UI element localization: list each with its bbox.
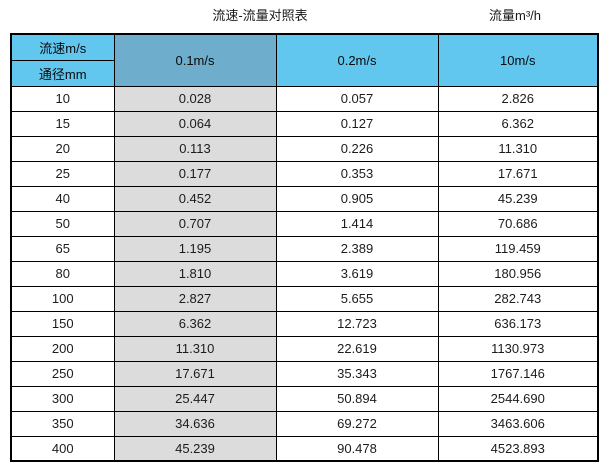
flow-value-cell: 0.353 (275, 160, 439, 187)
flow-value-cell: 180.956 (437, 260, 599, 287)
diameter-cell: 200 (10, 335, 115, 362)
flow-value-cell: 0.177 (113, 160, 277, 187)
flow-value-cell: 1.810 (113, 260, 277, 287)
diameter-cell: 65 (10, 235, 115, 262)
flow-value-cell: 0.064 (113, 110, 277, 137)
flow-value-cell: 2.826 (437, 85, 599, 112)
diameter-cell: 100 (10, 285, 115, 312)
table-title: 流速-流量对照表 (212, 8, 308, 23)
flow-value-cell: 1130.973 (437, 335, 599, 362)
flow-value-cell: 35.343 (275, 360, 439, 387)
flow-value-cell: 17.671 (113, 360, 277, 387)
flow-value-cell: 119.459 (437, 235, 599, 262)
flow-comparison-table: 流速m/s 0.1m/s 0.2m/s 10m/s 通径mm 10 0.028 0.… (10, 33, 599, 462)
diameter-cell: 50 (10, 210, 115, 237)
table-row: 50 0.707 1.414 70.686 (10, 210, 599, 237)
diameter-cell: 40 (10, 185, 115, 212)
diameter-cell: 15 (10, 110, 115, 137)
flow-value-cell: 0.113 (113, 135, 277, 162)
table-header: 流速m/s 0.1m/s 0.2m/s 10m/s 通径mm (10, 33, 599, 87)
flow-table-body: 10 0.028 0.057 2.826 15 0.064 0.127 6.362 20 0.11… (10, 85, 599, 462)
table-row: 300 25.447 50.894 2544.690 (10, 385, 599, 412)
flow-value-cell: 1.195 (113, 235, 277, 262)
flow-value-cell: 45.239 (113, 435, 277, 462)
diameter-cell: 350 (10, 410, 115, 437)
table-row: 20 0.113 0.226 11.310 (10, 135, 599, 162)
flow-value-cell: 0.226 (275, 135, 439, 162)
diameter-cell: 20 (10, 135, 115, 162)
flow-value-cell: 70.686 (437, 210, 599, 237)
col-header-0-1ms: 0.1m/s (113, 33, 277, 87)
flow-value-cell: 6.362 (437, 110, 599, 137)
table-row: 150 6.362 12.723 636.173 (10, 310, 599, 337)
table-row: 350 34.636 69.272 3463.606 (10, 410, 599, 437)
table-row: 65 1.195 2.389 119.459 (10, 235, 599, 262)
flow-value-cell: 0.452 (113, 185, 277, 212)
flow-value-cell: 69.272 (275, 410, 439, 437)
table-row: 100 2.827 5.655 282.743 (10, 285, 599, 312)
flow-value-cell: 1767.146 (437, 360, 599, 387)
flow-value-cell: 3463.606 (437, 410, 599, 437)
table-row: 80 1.810 3.619 180.956 (10, 260, 599, 287)
flow-value-cell: 50.894 (275, 385, 439, 412)
page-header: 流速-流量对照表 流量m³/h (0, 0, 600, 33)
flow-value-cell: 17.671 (437, 160, 599, 187)
diameter-cell: 25 (10, 160, 115, 187)
table-row: 400 45.239 90.478 4523.893 (10, 435, 599, 462)
flow-value-cell: 4523.893 (437, 435, 599, 462)
corner-velocity-label: 流速m/s (10, 33, 115, 61)
flow-value-cell: 11.310 (437, 135, 599, 162)
flow-value-cell: 25.447 (113, 385, 277, 412)
flow-rate-unit-label: 流量m³/h (488, 8, 541, 23)
flow-value-cell: 2.827 (113, 285, 277, 312)
flow-value-cell: 34.636 (113, 410, 277, 437)
flow-value-cell: 2.389 (275, 235, 439, 262)
flow-value-cell: 1.414 (275, 210, 439, 237)
flow-value-cell: 0.905 (275, 185, 439, 212)
col-header-0-2ms: 0.2m/s (275, 33, 439, 87)
flow-value-cell: 6.362 (113, 310, 277, 337)
flow-value-cell: 45.239 (437, 185, 599, 212)
flow-value-cell: 12.723 (275, 310, 439, 337)
flow-value-cell: 2544.690 (437, 385, 599, 412)
diameter-cell: 10 (10, 85, 115, 112)
flow-value-cell: 22.619 (275, 335, 439, 362)
flow-value-cell: 3.619 (275, 260, 439, 287)
flow-value-cell: 0.028 (113, 85, 277, 112)
flow-value-cell: 90.478 (275, 435, 439, 462)
table-row: 250 17.671 35.343 1767.146 (10, 360, 599, 387)
diameter-cell: 300 (10, 385, 115, 412)
diameter-cell: 150 (10, 310, 115, 337)
col-header-10ms: 10m/s (437, 33, 599, 87)
diameter-cell: 400 (10, 435, 115, 462)
flow-value-cell: 5.655 (275, 285, 439, 312)
flow-value-cell: 11.310 (113, 335, 277, 362)
flow-value-cell: 282.743 (437, 285, 599, 312)
table-row: 10 0.028 0.057 2.826 (10, 85, 599, 112)
diameter-cell: 250 (10, 360, 115, 387)
flow-value-cell: 636.173 (437, 310, 599, 337)
table-row: 40 0.452 0.905 45.239 (10, 185, 599, 212)
corner-diameter-label: 通径mm (10, 59, 115, 87)
diameter-cell: 80 (10, 260, 115, 287)
flow-value-cell: 0.127 (275, 110, 439, 137)
header-row-bottom: 通径mm (10, 59, 598, 87)
table-row: 25 0.177 0.353 17.671 (10, 160, 599, 187)
header-row-top: 流速m/s 0.1m/s 0.2m/s 10m/s (10, 33, 599, 87)
flow-value-cell: 0.057 (275, 85, 439, 112)
table-row: 200 11.310 22.619 1130.973 (10, 335, 599, 362)
table-row: 15 0.064 0.127 6.362 (10, 110, 599, 137)
flow-value-cell: 0.707 (113, 210, 277, 237)
